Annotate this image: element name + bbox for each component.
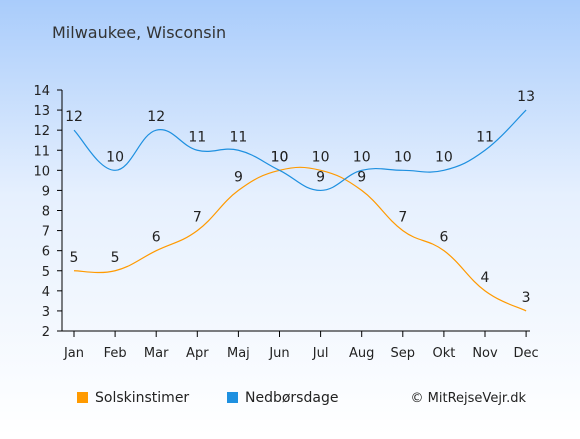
rain-days-data-label: 11	[476, 129, 494, 145]
y-tick-label: 13	[33, 104, 50, 119]
rain-days-data-label: 11	[188, 129, 206, 145]
y-tick-label: 3	[42, 305, 50, 320]
y-tick-label: 11	[33, 144, 50, 159]
rain-days-data-label: 10	[394, 149, 412, 165]
y-tick-label: 7	[42, 225, 50, 240]
rain-days-data-label: 11	[229, 129, 247, 145]
sunshine-data-label: 4	[481, 270, 490, 286]
sunshine-data-label: 10	[312, 149, 330, 165]
rain-days-data-label: 10	[271, 149, 289, 165]
legend-swatch-rain-days	[227, 392, 238, 403]
rain-days-data-label: 10	[435, 149, 453, 165]
sunshine-data-label: 9	[357, 169, 366, 185]
rain-days-data-label: 10	[106, 149, 124, 165]
y-tick-label: 10	[33, 164, 50, 179]
y-tick-label: 2	[42, 325, 50, 340]
x-tick-label: Feb	[104, 346, 127, 361]
y-tick-label: 5	[42, 265, 50, 280]
legend-swatch-sunshine	[77, 392, 88, 403]
x-tick-label: Mar	[144, 346, 169, 361]
y-tick-label: 6	[42, 245, 50, 260]
x-tick-label: Jan	[63, 346, 84, 361]
x-tick-label: Aug	[349, 346, 374, 361]
y-tick-label: 12	[33, 124, 50, 139]
y-tick-label: 4	[42, 285, 50, 300]
legend-label-sunshine: Solskinstimer	[95, 390, 189, 406]
x-tick-label: Sep	[391, 346, 416, 361]
y-tick-label: 8	[42, 205, 50, 220]
sunshine-data-label: 5	[111, 250, 120, 266]
x-tick-label: Apr	[186, 346, 209, 361]
y-tick-label: 14	[33, 84, 50, 99]
x-tick-label: Jul	[312, 346, 329, 361]
sunshine-data-label: 7	[193, 210, 202, 226]
sunshine-data-label: 5	[70, 250, 79, 266]
x-tick-label: Dec	[514, 346, 539, 361]
rain-days-data-label: 12	[65, 109, 83, 125]
legend-label-rain-days: Nedbørsdage	[245, 390, 338, 406]
sunshine-data-label: 3	[522, 290, 531, 306]
y-tick-label: 9	[42, 184, 50, 199]
sunshine-data-label: 6	[439, 230, 448, 246]
x-tick-label: Nov	[472, 346, 498, 361]
rain-days-data-label: 12	[147, 109, 165, 125]
rain-days-data-label: 9	[316, 169, 325, 185]
rain-days-data-label: 13	[517, 89, 535, 105]
x-tick-label: Jun	[268, 346, 289, 361]
sunshine-data-label: 7	[398, 210, 407, 226]
sunshine-data-label: 6	[152, 230, 161, 246]
rain-days-data-label: 10	[353, 149, 371, 165]
sunshine-data-label: 9	[234, 169, 243, 185]
credit-text: © MitRejseVejr.dk	[411, 391, 527, 406]
x-tick-label: Maj	[227, 346, 250, 361]
x-tick-label: Okt	[432, 346, 455, 361]
chart-title: Milwaukee, Wisconsin	[52, 23, 226, 42]
